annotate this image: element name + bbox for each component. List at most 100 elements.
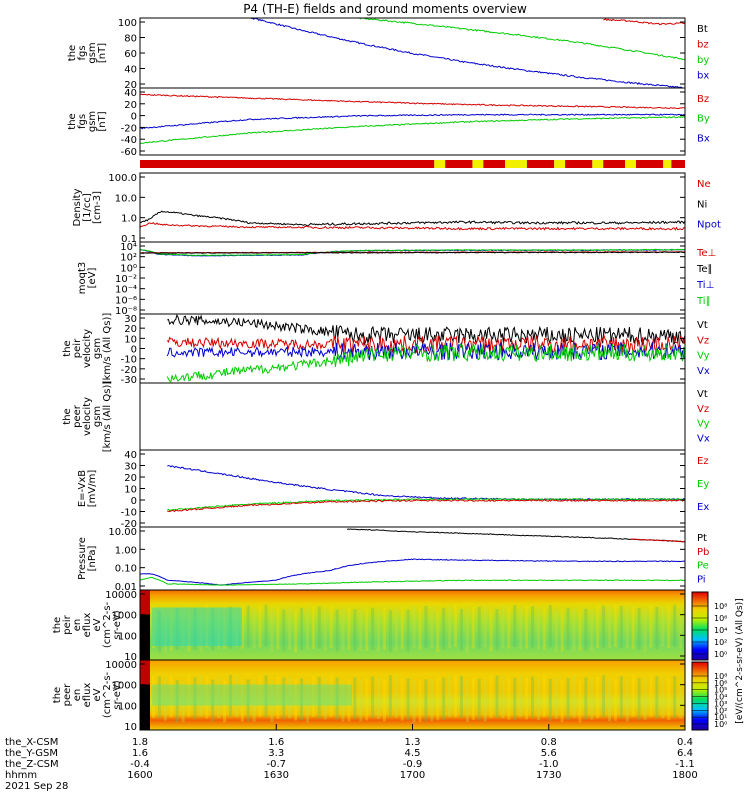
quality-segment xyxy=(554,160,566,168)
y-tick-label: 0 xyxy=(131,112,137,123)
y-tick-label: 20 xyxy=(124,100,137,111)
date-label: 2021 Sep 28 xyxy=(5,781,68,792)
x-row-value: 1600 xyxy=(127,770,152,781)
y-tick-label: 10⁻⁴ xyxy=(115,285,137,296)
quality-segment xyxy=(505,160,527,168)
y-label-line: peir xyxy=(72,338,83,358)
series-Pt xyxy=(346,528,685,543)
y-label-line: sr-eV) xyxy=(112,680,123,709)
legend-Pt: Pt xyxy=(697,533,707,544)
colorbar-1: 10⁸ 10⁶ 10⁴ 10² 10⁰ xyxy=(691,591,727,661)
x-row-value: 1.3 xyxy=(405,737,421,748)
legend-Pi: Pi xyxy=(697,574,706,585)
quality-segment xyxy=(635,160,664,168)
y-tick-label: -10 xyxy=(121,508,137,519)
legend-Te⊥: Te⊥ xyxy=(696,248,716,259)
series-group-p2 xyxy=(140,93,685,144)
quality-segment xyxy=(592,160,604,168)
figure-title: P4 (TH-E) fields and ground moments over… xyxy=(243,2,527,16)
colorbar-tick-label: 10⁴ xyxy=(714,693,727,702)
y-label-line: velocity xyxy=(82,397,93,436)
y-label-line: the xyxy=(62,340,73,356)
y-label-line: gsm xyxy=(92,338,103,359)
series-bz xyxy=(603,18,685,26)
panel-frame xyxy=(139,382,686,451)
y-label-line: sr-eV) xyxy=(112,610,123,639)
legend-Vt: Vt xyxy=(697,320,708,331)
y-label-line: eflux xyxy=(82,683,93,708)
series-Vy xyxy=(166,342,685,383)
y-tick-label: 30 xyxy=(124,314,137,325)
y-axis-label: the peir velocity gsm [km/s (All Qs)] xyxy=(62,313,113,385)
colorbar-tick-label: 10⁵ xyxy=(714,686,727,695)
x-row-value: 1.6 xyxy=(268,737,284,748)
y-label-line: [km/s (All Qs)] xyxy=(102,313,113,385)
x-row-value: 1730 xyxy=(536,770,561,781)
series-Ni xyxy=(140,210,685,227)
series-Ne xyxy=(140,222,685,231)
colorbar-tick-label: 10¹ xyxy=(714,713,727,722)
y-label-line: the xyxy=(52,617,63,633)
y-label-line: E=-VxB xyxy=(77,470,88,507)
y-tick-label: 100 xyxy=(118,18,137,29)
x-row-label: the_Y-GSM xyxy=(5,748,58,759)
series-group-p5 xyxy=(166,314,685,383)
y-tick-label: 10² xyxy=(120,253,137,264)
y-label-line: the xyxy=(67,45,78,61)
legend-Pb: Pb xyxy=(697,547,709,558)
series-Pi xyxy=(140,558,685,586)
x-row-value: -0.4 xyxy=(130,759,150,770)
y-tick-label: -10 xyxy=(121,355,137,366)
legend-Vz: Vz xyxy=(697,404,709,415)
y-label-line: fgs xyxy=(77,114,88,129)
y-tick-label: 1.0 xyxy=(121,214,137,225)
y-tick-label: 40 xyxy=(124,65,137,76)
x-row-label: the_X-CSM xyxy=(5,737,58,748)
panel-bar xyxy=(140,160,685,168)
gap-edge xyxy=(140,590,150,615)
y-tick-label: -20 xyxy=(121,365,137,376)
legend-Vz: Vz xyxy=(697,335,709,346)
colorbar-gradient xyxy=(691,661,709,731)
colorbar-tick-label: 10⁴ xyxy=(714,626,727,635)
legend-bz: bz xyxy=(697,40,709,51)
quality-segment xyxy=(625,160,636,168)
legend-Vy: Vy xyxy=(697,419,710,430)
y-tick-label: 100 xyxy=(118,631,137,642)
cyan-region xyxy=(152,607,242,646)
legend-bx: bx xyxy=(697,71,709,82)
legend-Bt: Bt xyxy=(697,24,708,35)
y-label-line: peir xyxy=(62,614,73,634)
series-Ey xyxy=(167,497,685,512)
y-axis-label: E=-VxB [mV/m] xyxy=(77,470,98,508)
y-axis-label: moqt3 [eV] xyxy=(77,262,98,295)
y-tick-label: 10⁻⁸ xyxy=(115,306,137,317)
y-tick-label: 1.00 xyxy=(115,545,137,556)
legend-Ti⊥: Ti⊥ xyxy=(696,280,714,291)
y-tick-label: 0.01 xyxy=(115,582,137,593)
data-gap xyxy=(140,684,150,730)
legend-Ey: Ey xyxy=(697,479,709,490)
x-row-value: 0.8 xyxy=(541,737,557,748)
y-label-line: the xyxy=(62,408,73,424)
x-row-label: hhmm xyxy=(5,770,37,781)
legend-Ni: Ni xyxy=(697,199,707,210)
y-tick-label: 20 xyxy=(124,80,137,91)
y-tick-label: 10⁰ xyxy=(120,263,137,274)
y-label-line: the xyxy=(52,687,63,703)
y-label-line: (cm^2-s- xyxy=(102,601,113,648)
data-gap xyxy=(140,614,150,660)
y-tick-label: 40 xyxy=(124,88,137,99)
y-tick-label: 30 xyxy=(124,462,137,473)
x-row-value: -0.9 xyxy=(403,759,423,770)
series-By xyxy=(140,116,685,144)
series-Pe xyxy=(140,576,685,586)
series-by xyxy=(352,18,685,61)
y-tick-label: 1000 xyxy=(112,681,137,692)
